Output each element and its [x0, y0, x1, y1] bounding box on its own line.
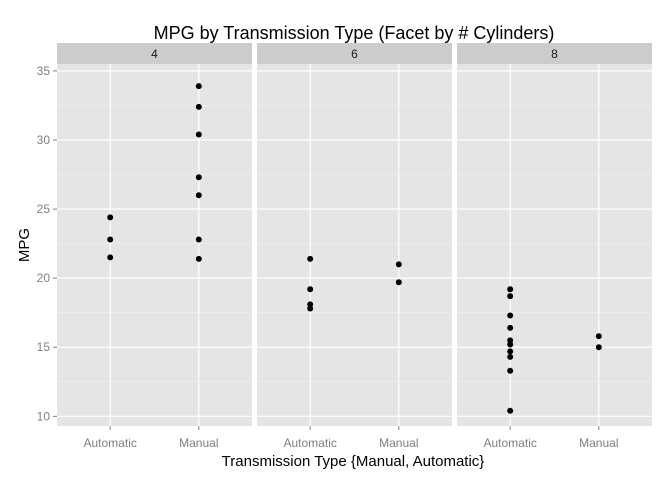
- facet-panel-6: 6 Automatic Manual: [257, 43, 452, 450]
- panel-background: [57, 64, 252, 426]
- data-point: [507, 407, 514, 414]
- y-tick-label: 15: [37, 340, 51, 354]
- data-point: [507, 324, 514, 331]
- facet-strip-label: 8: [551, 47, 558, 61]
- data-point: [107, 236, 114, 243]
- data-point: [507, 337, 514, 344]
- y-tick-label: 35: [37, 64, 51, 78]
- facet-strip: [57, 43, 252, 64]
- data-point: [595, 344, 602, 351]
- facet-strip: [457, 43, 652, 64]
- data-point: [195, 236, 202, 243]
- data-point: [395, 261, 402, 268]
- data-point: [195, 192, 202, 199]
- data-point: [507, 341, 514, 348]
- data-point: [195, 174, 202, 181]
- panel-background: [457, 64, 652, 426]
- facet-strip-label: 6: [351, 47, 358, 61]
- x-tick-label: Manual: [179, 436, 218, 450]
- y-axis-title: MPG: [16, 228, 33, 262]
- data-point: [307, 286, 314, 293]
- x-axis-title: Transmission Type {Manual, Automatic}: [222, 453, 485, 470]
- y-tick-label: 25: [37, 202, 51, 216]
- data-point: [507, 312, 514, 319]
- data-point: [195, 131, 202, 138]
- chart-title: MPG by Transmission Type (Facet by # Cyl…: [154, 23, 555, 43]
- data-point: [195, 83, 202, 90]
- facet-strip-label: 4: [151, 47, 158, 61]
- facet-strip: [257, 43, 452, 64]
- data-point: [395, 279, 402, 286]
- y-tick-label: 20: [37, 271, 51, 285]
- facet-panel-8: 8 Automatic Manual: [457, 43, 652, 450]
- data-point: [107, 214, 114, 221]
- data-point: [195, 103, 202, 110]
- data-point: [307, 305, 314, 312]
- data-point: [195, 255, 202, 262]
- data-point: [507, 367, 514, 374]
- facet-panels: 4 Automatic Manual 6 Automatic Manual 8 Automat…: [57, 43, 652, 450]
- facet-panel-4: 4 Automatic Manual: [57, 43, 252, 450]
- y-axis: 10 15 20 25 30 35: [37, 64, 57, 423]
- x-tick-label: Automatic: [284, 436, 337, 450]
- data-point: [595, 333, 602, 340]
- data-point: [507, 293, 514, 300]
- data-point: [507, 286, 514, 293]
- y-tick-label: 30: [37, 133, 51, 147]
- data-point: [307, 255, 314, 262]
- panel-background: [257, 64, 452, 426]
- x-tick-label: Manual: [579, 436, 618, 450]
- x-tick-label: Automatic: [84, 436, 137, 450]
- x-tick-label: Manual: [379, 436, 418, 450]
- x-tick-label: Automatic: [484, 436, 537, 450]
- data-point: [307, 301, 314, 308]
- data-point: [107, 254, 114, 261]
- data-point: [507, 353, 514, 360]
- data-point: [507, 348, 514, 355]
- y-tick-label: 10: [37, 409, 51, 423]
